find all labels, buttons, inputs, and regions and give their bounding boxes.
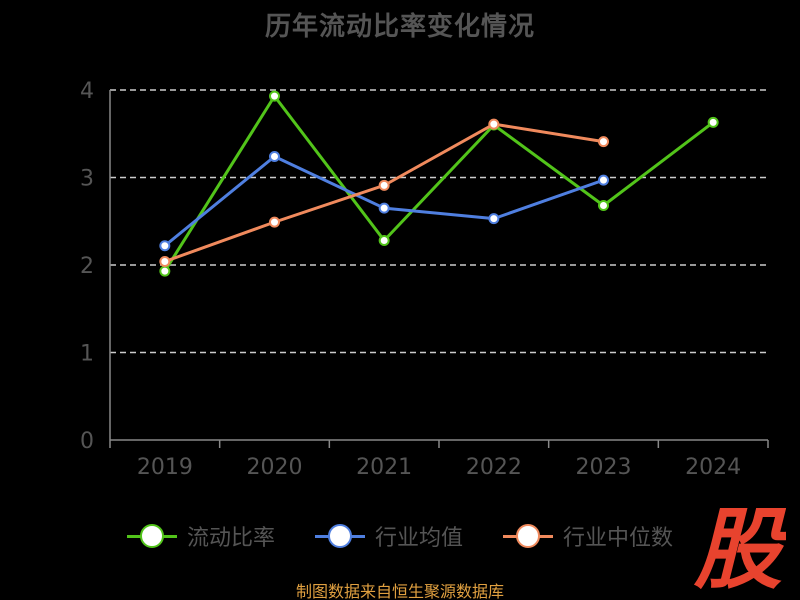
y-tick-label: 4 bbox=[80, 79, 94, 104]
data-point-0-2021 bbox=[378, 235, 390, 246]
series-line-1 bbox=[163, 155, 604, 247]
legend-label: 流动比率 bbox=[186, 526, 275, 551]
data-point-2-2019 bbox=[159, 256, 171, 267]
data-point-0-2023 bbox=[598, 200, 609, 211]
y-tick-label: 0 bbox=[80, 429, 94, 454]
data-point-1-2021 bbox=[378, 202, 390, 214]
x-tick-label-2020: 2020 bbox=[247, 455, 303, 480]
data-point-1-2022 bbox=[488, 213, 500, 225]
legend-item-0[interactable]: 流动比率 bbox=[126, 520, 275, 552]
y-tick-label: 1 bbox=[80, 342, 94, 367]
x-tick-label-2021: 2021 bbox=[356, 455, 412, 480]
x-tick-label-2024: 2024 bbox=[685, 455, 741, 480]
y-tick-label: 2 bbox=[80, 254, 94, 279]
y-tick-label: 3 bbox=[80, 167, 94, 192]
data-point-0-2019 bbox=[159, 265, 171, 277]
series-line-0 bbox=[163, 94, 715, 272]
legend-marker-icon bbox=[126, 521, 177, 551]
stock-logo-icon: 股 bbox=[693, 498, 786, 594]
chart-legend: 流动比率 行业均值 行业中位数 bbox=[0, 520, 800, 552]
x-tick-label-2019: 2019 bbox=[137, 455, 193, 480]
legend-marker-icon bbox=[503, 521, 553, 551]
data-point-2-2023 bbox=[598, 136, 609, 148]
data-point-2-2021 bbox=[378, 179, 390, 191]
svg-text:股: 股 bbox=[693, 498, 786, 594]
data-point-0-2020 bbox=[269, 90, 280, 102]
legend-item-2[interactable]: 行业中位数 bbox=[503, 520, 673, 552]
data-point-2-2022 bbox=[488, 118, 500, 130]
data-point-1-2020 bbox=[269, 151, 280, 162]
data-point-0-2024 bbox=[707, 116, 719, 128]
chart-title: 历年流动比率变化情况 bbox=[264, 12, 535, 42]
data-source-note: 制图数据来自恒生聚源数据库 bbox=[295, 582, 504, 600]
legend-marker-icon bbox=[314, 521, 365, 551]
legend-item-1[interactable]: 行业均值 bbox=[314, 520, 463, 552]
data-point-1-2023 bbox=[598, 174, 609, 186]
legend-label: 行业中位数 bbox=[563, 526, 674, 551]
x-tick-label-2023: 2023 bbox=[576, 455, 632, 480]
data-point-2-2020 bbox=[269, 216, 280, 228]
x-tick-label-2022: 2022 bbox=[466, 455, 522, 480]
legend-label: 行业均值 bbox=[374, 526, 463, 551]
data-point-1-2019 bbox=[159, 240, 171, 252]
